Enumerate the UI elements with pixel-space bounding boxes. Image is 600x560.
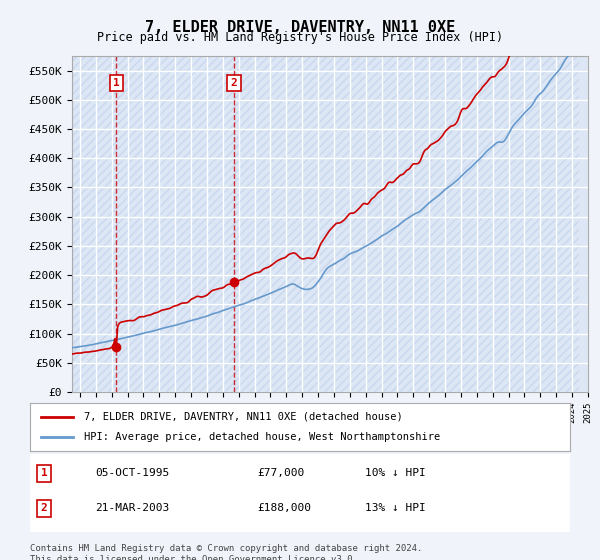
Text: Price paid vs. HM Land Registry's House Price Index (HPI): Price paid vs. HM Land Registry's House … — [97, 31, 503, 44]
Text: 05-OCT-1995: 05-OCT-1995 — [95, 468, 169, 478]
Text: HPI: Average price, detached house, West Northamptonshire: HPI: Average price, detached house, West… — [84, 432, 440, 442]
Text: 21-MAR-2003: 21-MAR-2003 — [95, 503, 169, 514]
Text: 1: 1 — [41, 468, 47, 478]
Text: Contains HM Land Registry data © Crown copyright and database right 2024.
This d: Contains HM Land Registry data © Crown c… — [30, 544, 422, 560]
Text: 7, ELDER DRIVE, DAVENTRY, NN11 0XE (detached house): 7, ELDER DRIVE, DAVENTRY, NN11 0XE (deta… — [84, 412, 403, 422]
Text: £188,000: £188,000 — [257, 503, 311, 514]
Text: 2: 2 — [231, 78, 238, 88]
Text: £77,000: £77,000 — [257, 468, 304, 478]
Text: 7, ELDER DRIVE, DAVENTRY, NN11 0XE: 7, ELDER DRIVE, DAVENTRY, NN11 0XE — [145, 20, 455, 35]
Text: 13% ↓ HPI: 13% ↓ HPI — [365, 503, 425, 514]
Text: 2: 2 — [41, 503, 47, 514]
Text: 1: 1 — [113, 78, 119, 88]
Text: 10% ↓ HPI: 10% ↓ HPI — [365, 468, 425, 478]
